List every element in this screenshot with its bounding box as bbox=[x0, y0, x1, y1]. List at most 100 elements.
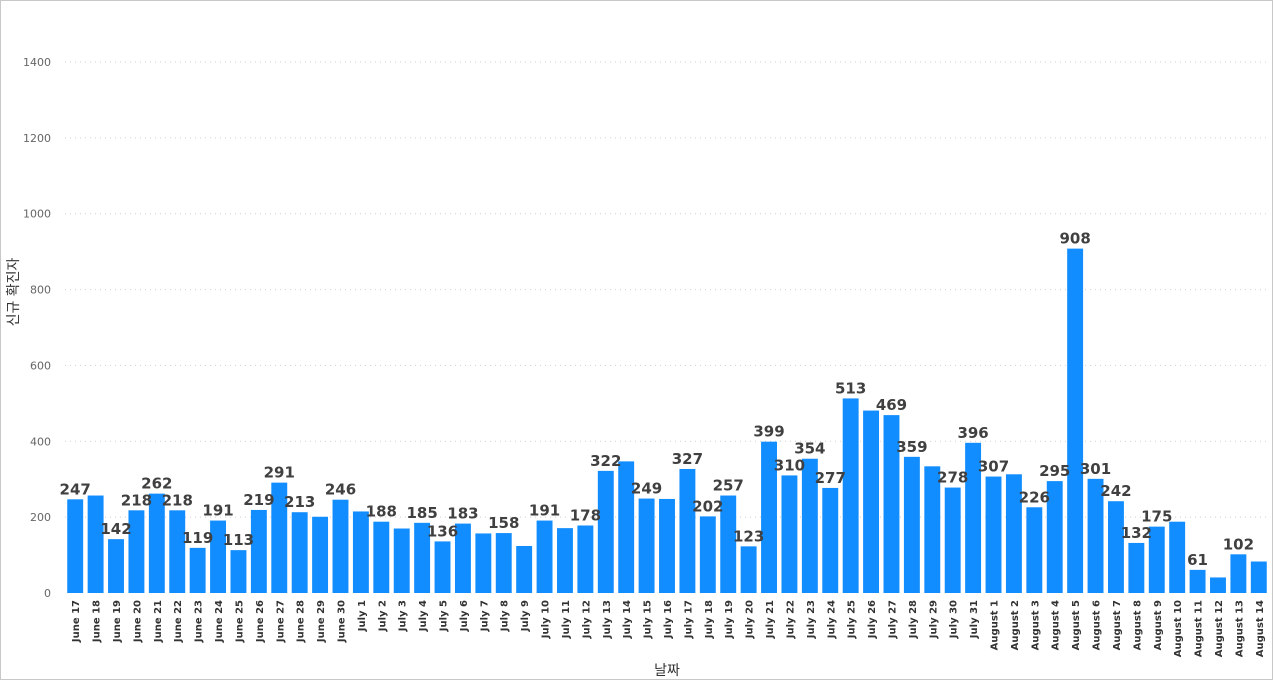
bar[interactable] bbox=[822, 487, 839, 593]
x-tick-label: July 15 bbox=[643, 600, 654, 639]
data-label: 191 bbox=[529, 502, 560, 520]
x-tick-label: July 28 bbox=[908, 600, 919, 639]
bar[interactable] bbox=[1107, 501, 1124, 593]
bar[interactable] bbox=[1148, 526, 1165, 593]
bar[interactable] bbox=[1128, 542, 1145, 593]
bar[interactable] bbox=[393, 528, 410, 593]
x-tick-label: July 5 bbox=[439, 600, 450, 632]
y-tick-label: 800 bbox=[30, 284, 51, 297]
bar[interactable] bbox=[557, 528, 573, 593]
bar[interactable] bbox=[332, 499, 349, 593]
bar[interactable] bbox=[1046, 481, 1063, 593]
data-label: 396 bbox=[957, 424, 988, 442]
bar[interactable] bbox=[577, 525, 594, 593]
x-tick-label: July 21 bbox=[765, 600, 776, 639]
bar[interactable] bbox=[965, 442, 982, 593]
data-label: 178 bbox=[570, 506, 601, 524]
x-tick-label: July 29 bbox=[928, 600, 939, 639]
bar[interactable] bbox=[659, 498, 675, 593]
bar[interactable] bbox=[210, 520, 227, 593]
bar[interactable] bbox=[801, 458, 818, 593]
bar[interactable] bbox=[699, 516, 716, 593]
x-tick-label: July 7 bbox=[479, 600, 490, 632]
bar[interactable] bbox=[536, 520, 553, 593]
y-tick-label: 1200 bbox=[23, 132, 51, 145]
bar[interactable] bbox=[863, 410, 880, 593]
x-tick-label: August 10 bbox=[1173, 600, 1184, 657]
bar[interactable] bbox=[475, 533, 492, 593]
bar[interactable] bbox=[1230, 554, 1247, 593]
data-label: 136 bbox=[427, 522, 458, 540]
bar[interactable] bbox=[1087, 478, 1104, 593]
data-label: 102 bbox=[1223, 535, 1254, 553]
data-label: 301 bbox=[1080, 460, 1111, 478]
x-tick-label: July 13 bbox=[602, 600, 613, 639]
bar[interactable] bbox=[87, 495, 104, 593]
x-tick-label: July 16 bbox=[663, 600, 674, 639]
x-tick-label: July 2 bbox=[377, 600, 388, 632]
x-tick-label: July 24 bbox=[826, 600, 837, 639]
data-label: 218 bbox=[121, 491, 152, 509]
bar[interactable] bbox=[414, 522, 431, 593]
x-tick-label: July 10 bbox=[541, 600, 552, 639]
x-tick-label: July 31 bbox=[969, 600, 980, 639]
bar[interactable] bbox=[108, 539, 124, 593]
bar[interactable] bbox=[1210, 577, 1226, 593]
bar[interactable] bbox=[618, 461, 635, 593]
bar[interactable] bbox=[250, 509, 267, 593]
bar[interactable] bbox=[924, 466, 941, 593]
data-label: 123 bbox=[733, 527, 764, 545]
bar[interactable] bbox=[1189, 569, 1206, 593]
bar[interactable] bbox=[128, 510, 145, 593]
data-label: 185 bbox=[406, 504, 437, 522]
bar[interactable] bbox=[1067, 248, 1084, 593]
bar[interactable] bbox=[1250, 561, 1267, 593]
bar[interactable] bbox=[67, 499, 84, 593]
bar[interactable] bbox=[352, 511, 369, 593]
data-label: 188 bbox=[366, 503, 397, 521]
bar[interactable] bbox=[169, 510, 186, 593]
bar[interactable] bbox=[597, 470, 614, 593]
bar[interactable] bbox=[720, 495, 737, 593]
bar[interactable] bbox=[516, 545, 533, 593]
bar[interactable] bbox=[148, 493, 165, 593]
bar[interactable] bbox=[679, 468, 696, 593]
data-label: 295 bbox=[1039, 462, 1070, 480]
bar[interactable] bbox=[434, 541, 451, 593]
bar[interactable] bbox=[1026, 507, 1043, 593]
y-tick-label: 400 bbox=[30, 435, 51, 448]
bar[interactable] bbox=[1005, 474, 1022, 593]
bar[interactable] bbox=[189, 547, 206, 593]
x-tick-label: June 17 bbox=[71, 600, 82, 643]
data-label: 246 bbox=[325, 481, 356, 499]
bar[interactable] bbox=[454, 523, 471, 593]
bar[interactable] bbox=[883, 415, 900, 593]
x-tick-label: July 20 bbox=[745, 600, 756, 639]
bar[interactable] bbox=[291, 512, 308, 593]
x-tick-label: June 24 bbox=[214, 600, 225, 643]
x-tick-label: July 6 bbox=[459, 600, 470, 632]
bar[interactable] bbox=[271, 482, 288, 593]
bar[interactable] bbox=[312, 516, 329, 593]
x-tick-label: August 8 bbox=[1132, 600, 1143, 650]
y-tick-label: 1000 bbox=[23, 208, 51, 221]
bar[interactable] bbox=[842, 398, 859, 593]
bar[interactable] bbox=[944, 487, 961, 593]
bar[interactable] bbox=[1169, 521, 1186, 593]
data-label: 249 bbox=[631, 480, 662, 498]
data-label: 278 bbox=[937, 469, 968, 487]
bar[interactable] bbox=[230, 550, 247, 593]
bar[interactable] bbox=[495, 533, 512, 593]
bar[interactable] bbox=[740, 546, 757, 593]
data-label: 183 bbox=[447, 505, 478, 523]
bar[interactable] bbox=[638, 498, 655, 593]
bar[interactable] bbox=[761, 441, 777, 593]
bar[interactable] bbox=[903, 456, 920, 593]
bar[interactable] bbox=[373, 521, 390, 593]
bar[interactable] bbox=[781, 475, 798, 593]
x-tick-label: July 8 bbox=[500, 600, 511, 632]
data-label: 247 bbox=[60, 480, 91, 498]
data-label: 175 bbox=[1141, 508, 1172, 526]
bar[interactable] bbox=[985, 476, 1002, 593]
x-tick-label: July 18 bbox=[704, 600, 715, 639]
